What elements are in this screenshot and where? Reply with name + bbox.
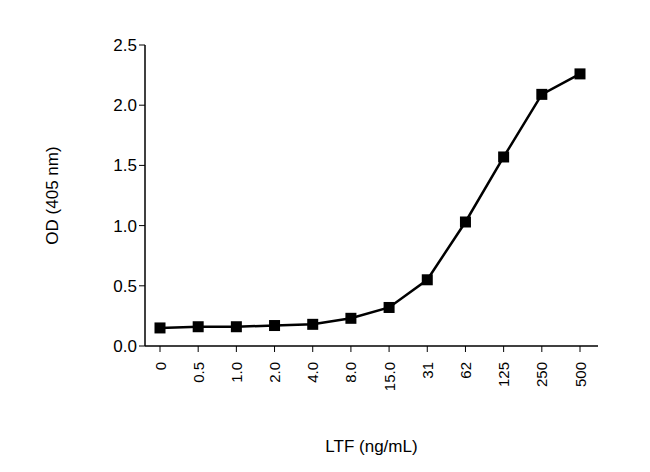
svg-text:1.0: 1.0 <box>228 362 245 383</box>
svg-text:LTF (ng/mL): LTF (ng/mL) <box>325 437 417 456</box>
svg-text:1.0: 1.0 <box>113 217 137 236</box>
svg-text:4.0: 4.0 <box>304 362 321 383</box>
svg-text:8.0: 8.0 <box>342 362 359 383</box>
svg-text:0: 0 <box>152 362 169 370</box>
svg-text:0.5: 0.5 <box>113 277 137 296</box>
svg-text:0.0: 0.0 <box>113 337 137 356</box>
svg-text:0.5: 0.5 <box>190 362 207 383</box>
svg-text:62: 62 <box>457 362 474 379</box>
svg-text:OD (405 nm): OD (405 nm) <box>43 146 62 244</box>
svg-text:125: 125 <box>495 362 512 387</box>
svg-text:2.0: 2.0 <box>266 362 283 383</box>
svg-text:250: 250 <box>533 362 550 387</box>
svg-text:2.5: 2.5 <box>113 36 137 55</box>
svg-text:1.5: 1.5 <box>113 156 137 175</box>
svg-text:15.0: 15.0 <box>381 362 398 391</box>
svg-text:31: 31 <box>419 362 436 379</box>
svg-text:2.0: 2.0 <box>113 96 137 115</box>
svg-text:500: 500 <box>572 362 589 387</box>
